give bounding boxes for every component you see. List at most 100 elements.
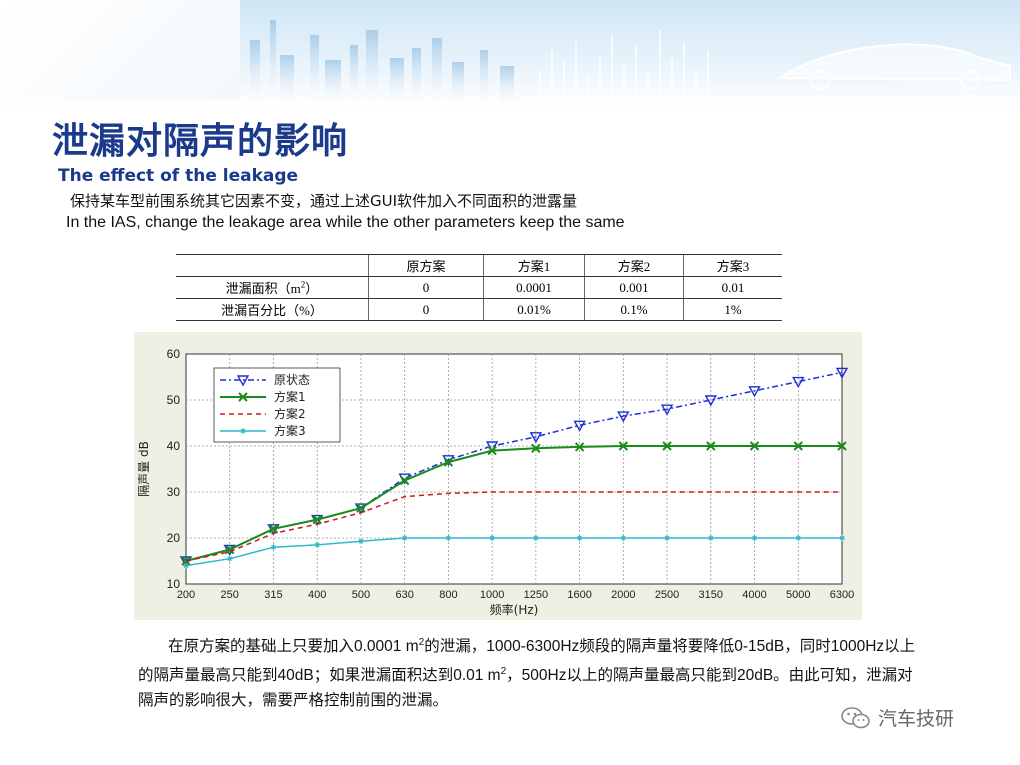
- table-cell: 0: [368, 298, 484, 321]
- city-skyline-graphic: [250, 20, 1011, 108]
- sound-insulation-chart: 200 250 315 400 500 630 800 1000 1250 1600 2000 250…: [137, 347, 854, 617]
- data-point: [314, 541, 321, 548]
- table-cell: 0.01: [683, 276, 782, 299]
- row-label: 泄漏百分比（%）: [176, 298, 369, 321]
- series-line: [185, 445, 842, 562]
- x-tick-label: 5000: [786, 589, 810, 601]
- data-point: [531, 443, 541, 454]
- x-tick-label: 250: [221, 589, 239, 601]
- chart-panel: 200 250 315 400 500 630 800 1000 1250 1600 2000 250…: [134, 332, 862, 620]
- y-tick-label: 10: [167, 577, 181, 591]
- data-point: [792, 376, 805, 389]
- data-point: [357, 538, 364, 545]
- data-point: [529, 432, 543, 444]
- table-header-cell: 方案3: [683, 254, 782, 277]
- x-axis-label: 频率(Hz): [490, 602, 539, 617]
- data-point: [183, 562, 189, 569]
- data-point: [839, 535, 845, 541]
- data-point: [225, 544, 235, 555]
- table-cell: 0.001: [584, 276, 684, 299]
- data-point: [236, 375, 250, 387]
- data-point: [835, 367, 849, 379]
- x-tick-label: 2000: [611, 589, 635, 601]
- table-header-cell: 方案2: [584, 254, 684, 277]
- data-point: [751, 535, 758, 541]
- table-cell: 0.01%: [483, 298, 585, 321]
- data-point: [704, 395, 717, 407]
- data-point: [356, 503, 366, 513]
- data-point: [795, 535, 802, 541]
- x-tick-label: 2500: [655, 589, 679, 601]
- data-point: [226, 555, 233, 562]
- x-tick-label: 4000: [742, 589, 766, 601]
- data-point: [617, 411, 630, 423]
- data-point: [573, 420, 586, 432]
- data-point: [240, 428, 246, 434]
- legend-label: 方案1: [274, 389, 306, 404]
- y-tick-label: 50: [167, 393, 181, 407]
- y-tick-label: 60: [167, 347, 181, 361]
- data-point: [485, 441, 499, 453]
- x-tick-label: 630: [395, 589, 413, 601]
- data-point: [532, 535, 539, 541]
- data-point: [268, 524, 279, 534]
- data-point: [179, 556, 193, 568]
- header-banner: [0, 0, 1020, 108]
- x-tick-label: 315: [264, 589, 282, 601]
- data-point: [620, 535, 627, 541]
- data-point: [443, 457, 454, 467]
- legend-label: 方案2: [274, 406, 306, 421]
- table-header-cell: 原方案: [368, 254, 484, 277]
- intro-text-en: In the IAS, change the leakage area whil…: [66, 214, 625, 231]
- data-point: [748, 386, 761, 398]
- series-line: [185, 537, 842, 567]
- y-tick-label: 20: [167, 531, 181, 545]
- y-tick-label: 30: [167, 485, 181, 499]
- table-cell: 0: [368, 276, 484, 299]
- banner-panel: [0, 0, 240, 100]
- data-point: [793, 441, 803, 451]
- table-header-cell: [176, 254, 369, 277]
- data-point: [401, 535, 408, 541]
- table-cell: 0.0001: [483, 276, 585, 299]
- data-point: [837, 441, 847, 451]
- table-cell: 1%: [683, 298, 782, 321]
- slide-title: 泄漏对隔声的影响: [52, 121, 349, 162]
- data-point: [489, 535, 496, 541]
- table-row: 泄漏面积（m2） 0 0.0001 0.001 0.01: [176, 276, 782, 299]
- table-cell: 0.1%: [584, 298, 684, 321]
- data-point: [312, 514, 322, 525]
- x-tick-label: 1600: [567, 589, 591, 601]
- x-tick-label: 1000: [480, 589, 504, 601]
- watermark: 汽车技研: [840, 704, 954, 731]
- watermark-label: 汽车技研: [878, 708, 955, 730]
- leakage-table: 原方案 方案1 方案2 方案3 泄漏面积（m2） 0 0.0001 0.001 …: [176, 254, 782, 321]
- data-point: [487, 445, 497, 456]
- data-point: [445, 535, 452, 541]
- data-point: [618, 441, 629, 451]
- x-tick-label: 1250: [524, 589, 548, 601]
- legend-label: 原状态: [274, 373, 310, 387]
- table-header-cell: 方案1: [483, 254, 585, 277]
- x-tick-label: 800: [439, 589, 457, 601]
- x-tick-label: 3150: [699, 589, 723, 601]
- x-tick-label: 200: [177, 589, 195, 601]
- data-point: [707, 535, 714, 541]
- x-tick-label: 400: [308, 589, 326, 601]
- data-point: [749, 441, 760, 451]
- data-point: [662, 441, 672, 451]
- x-tick-label: 500: [352, 589, 370, 601]
- data-point: [660, 404, 674, 416]
- x-tick-label: 6300: [830, 589, 854, 601]
- wechat-icon: [841, 706, 870, 728]
- intro-text-cn: 保持某车型前围系统其它因素不变，通过上述GUI软件加入不同面积的泄露量: [70, 192, 578, 210]
- legend-label: 方案3: [274, 423, 306, 438]
- row-label: 泄漏面积（m2）: [176, 276, 369, 299]
- table-header-row: 原方案 方案1 方案2 方案3: [176, 254, 782, 277]
- data-point: [706, 441, 716, 451]
- summary-paragraph: 在原方案的基础上只要加入0.0001 m2的泄漏，1000-6300Hz频段的隔…: [138, 637, 916, 710]
- data-point: [576, 535, 583, 541]
- table-row: 泄漏百分比（%） 0 0.01% 0.1% 1%: [176, 298, 782, 321]
- data-point: [270, 544, 277, 551]
- data-point: [399, 475, 410, 486]
